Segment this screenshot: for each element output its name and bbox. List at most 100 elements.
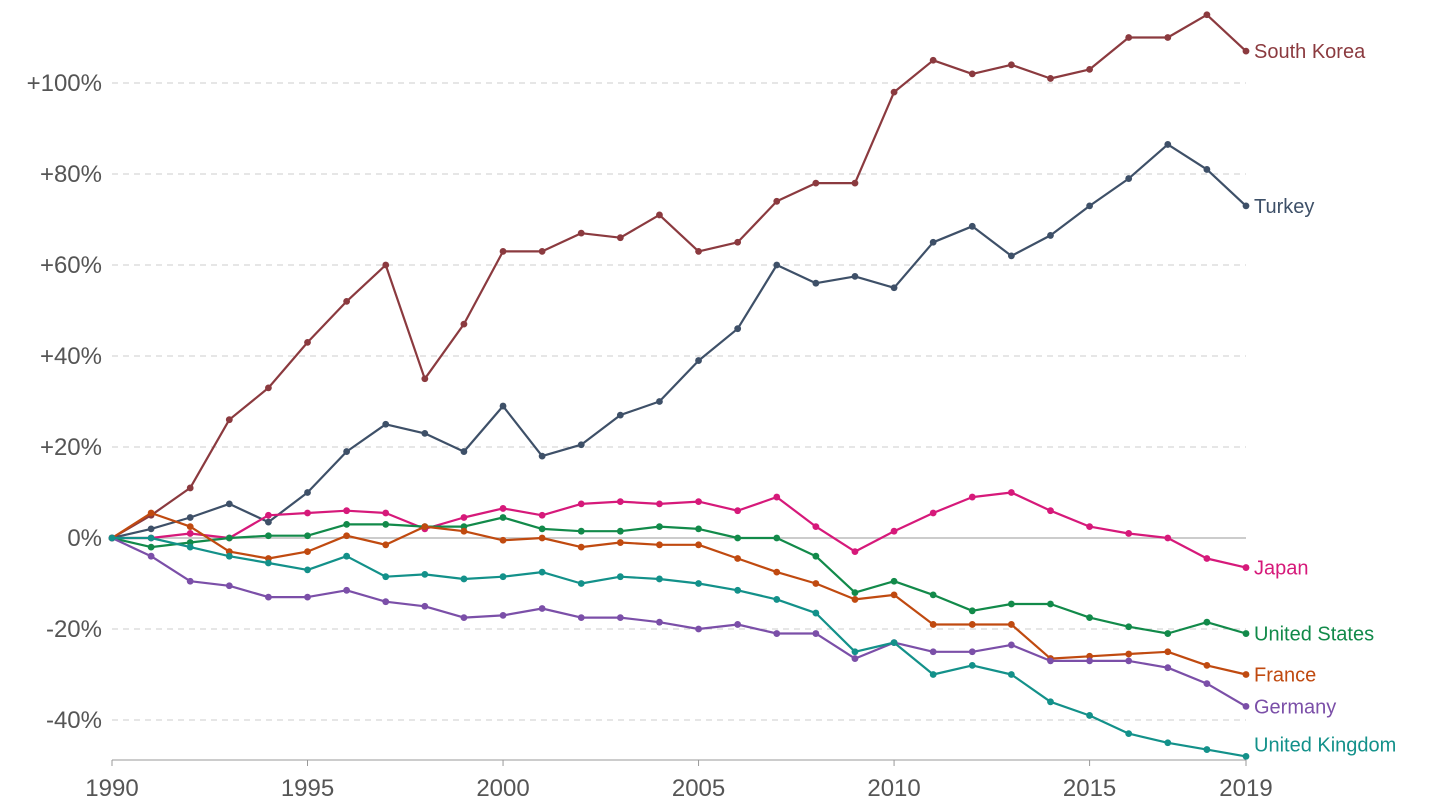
data-point <box>1203 11 1211 19</box>
data-point <box>1203 680 1211 687</box>
data-point <box>1047 600 1054 608</box>
y-tick-label: +60% <box>40 252 102 279</box>
data-point <box>1242 47 1250 55</box>
data-point <box>734 325 742 333</box>
x-axis: 1990 1995 2000 2005 2010 2015 2019 <box>85 759 1273 802</box>
data-point <box>1086 65 1093 73</box>
data-point <box>695 525 702 533</box>
data-point <box>1086 202 1093 210</box>
series-turkey <box>108 141 1250 542</box>
data-point <box>460 575 468 583</box>
data-point <box>225 582 233 590</box>
data-point <box>968 621 976 628</box>
data-point <box>890 88 898 96</box>
data-point <box>851 179 859 187</box>
data-point <box>538 568 546 576</box>
data-point <box>265 559 272 567</box>
data-point <box>773 197 781 205</box>
data-point <box>695 625 702 633</box>
data-point <box>304 532 311 540</box>
data-point <box>577 614 585 622</box>
data-point <box>577 229 585 237</box>
data-point <box>616 573 624 581</box>
data-point <box>812 523 820 531</box>
series-line-united-states <box>110 516 1248 635</box>
y-tick-label: -20% <box>46 616 102 643</box>
data-point <box>147 525 155 533</box>
data-point <box>1047 507 1054 515</box>
data-point <box>1125 650 1133 658</box>
data-point <box>186 530 194 537</box>
data-point <box>812 552 820 560</box>
data-point <box>538 605 546 612</box>
series-line-united-kingdom <box>110 536 1248 758</box>
data-point <box>460 614 468 622</box>
data-point <box>1164 141 1172 148</box>
data-point <box>1203 746 1211 753</box>
data-point <box>656 211 663 219</box>
series-line-france <box>110 511 1248 676</box>
data-point <box>695 357 702 364</box>
data-point <box>538 452 546 460</box>
data-point <box>538 247 546 255</box>
data-point <box>225 500 233 508</box>
data-point <box>1125 623 1133 631</box>
data-point <box>812 609 820 617</box>
data-point <box>1242 202 1250 210</box>
series-germany <box>108 534 1250 710</box>
data-point <box>695 247 702 255</box>
x-tick-label: 1995 <box>281 775 334 802</box>
data-point <box>890 284 898 292</box>
y-tick-label: -40% <box>46 707 102 734</box>
gridlines <box>112 82 1246 721</box>
x-tick-label: 2015 <box>1063 775 1116 802</box>
data-point <box>929 238 937 246</box>
data-point <box>382 261 390 269</box>
data-point <box>616 234 624 242</box>
series-united-kingdom <box>108 534 1250 760</box>
data-point <box>968 493 976 501</box>
data-point <box>1125 34 1133 41</box>
data-point <box>851 648 859 656</box>
data-point <box>968 648 976 656</box>
data-point <box>1164 739 1172 747</box>
data-point <box>343 552 351 560</box>
data-point <box>656 398 663 405</box>
data-point <box>382 598 390 606</box>
data-point <box>343 448 351 455</box>
data-point <box>1125 730 1133 738</box>
data-point <box>812 179 820 187</box>
data-point <box>734 507 742 515</box>
y-tick-label: 0% <box>67 525 102 552</box>
data-point <box>1007 600 1015 608</box>
data-point <box>734 621 742 628</box>
data-point <box>616 498 624 505</box>
data-point <box>734 555 742 562</box>
x-tick-label: 1990 <box>85 775 138 802</box>
data-point <box>851 589 859 596</box>
data-point <box>656 523 663 531</box>
data-point <box>1242 671 1250 678</box>
data-point <box>225 416 233 424</box>
series-label-france: France <box>1254 665 1316 687</box>
data-point <box>1007 489 1015 496</box>
data-point <box>1242 630 1250 637</box>
data-point <box>1007 252 1015 260</box>
data-point <box>1086 614 1093 622</box>
data-point <box>695 541 702 549</box>
data-point <box>656 500 663 508</box>
data-point <box>812 580 820 587</box>
data-point <box>304 489 311 496</box>
data-point <box>382 573 390 581</box>
data-point <box>499 611 507 619</box>
data-point <box>1164 664 1172 672</box>
data-point <box>734 534 742 542</box>
data-point <box>265 593 272 601</box>
series-lines <box>108 11 1250 760</box>
data-point <box>304 548 311 556</box>
data-point <box>929 648 937 656</box>
data-point <box>1242 564 1250 571</box>
data-point <box>1086 657 1093 665</box>
data-point <box>656 618 663 626</box>
data-point <box>890 639 898 647</box>
